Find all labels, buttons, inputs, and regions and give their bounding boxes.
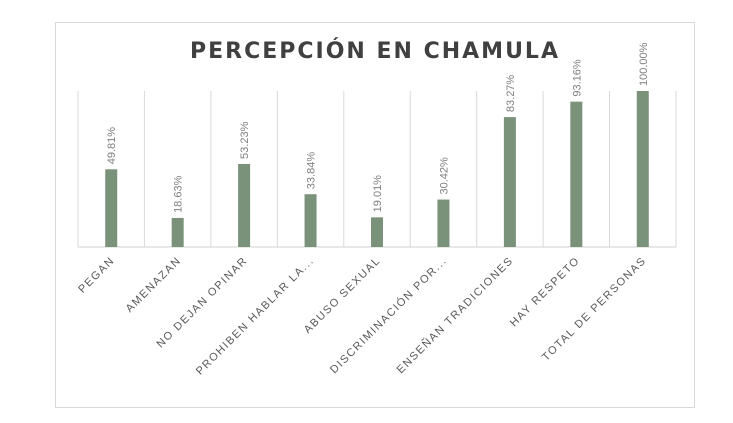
bar (503, 117, 516, 247)
bar (636, 91, 649, 247)
bars (105, 91, 649, 247)
data-label: 100.00% (638, 42, 650, 86)
category-label: DISCRIMINACIÓN POR... (327, 254, 449, 376)
bar-chart-plot: 49.81% 18.63% 53.23% 33.84% 19.01% 30.42% 83.2… (76, 42, 677, 378)
category-label: HAY RESPETO (508, 255, 583, 330)
data-label: 19.01% (372, 175, 384, 213)
bar (105, 169, 118, 247)
data-label: 53.23% (239, 121, 251, 159)
category-label: ENSEÑAN TRADICIONES (394, 254, 516, 376)
data-label: 49.81% (106, 127, 118, 165)
data-labels: 49.81% 18.63% 53.23% 33.84% 19.01% 30.42% 83.2… (106, 42, 650, 213)
bar (570, 101, 583, 247)
bar (304, 194, 317, 247)
category-label: AMENAZAN (124, 255, 184, 315)
data-label: 83.27% (505, 75, 517, 113)
chart-frame: PERCEPCIÓN EN CHAMULA 49.81% 18.63% 53.23%… (55, 22, 695, 408)
bar (371, 217, 383, 247)
bar (238, 163, 251, 247)
data-label: 93.16% (571, 59, 583, 97)
bar (437, 199, 450, 247)
category-label: PROHIBEN HABLAR LA... (194, 255, 317, 378)
bar (171, 217, 184, 247)
chart-title: PERCEPCIÓN EN CHAMULA (190, 39, 560, 64)
data-label: 33.84% (306, 152, 318, 190)
data-label: 18.63% (173, 175, 185, 213)
data-label: 30.42% (438, 157, 450, 195)
category-label: PEGAN (76, 255, 117, 296)
